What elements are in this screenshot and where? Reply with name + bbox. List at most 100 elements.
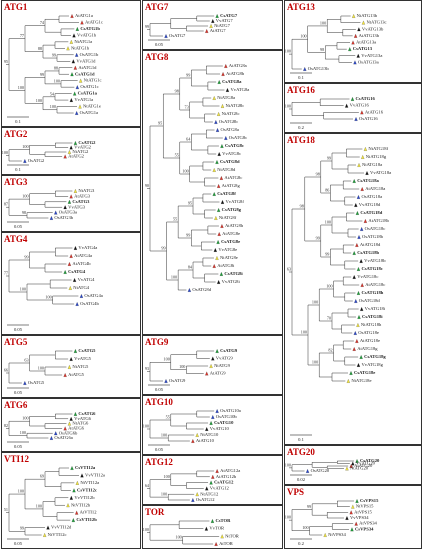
support-value: 99 — [145, 24, 149, 29]
support-value: 98 — [316, 171, 320, 176]
leaf-label: OsATG18d — [359, 298, 381, 303]
leaf-label: OsATG13b — [308, 66, 330, 71]
leaf-label: AtATG10 — [196, 438, 215, 443]
support-value: 55 — [175, 152, 179, 157]
leaf-label: CsATG1b — [80, 26, 100, 31]
leaf-label: NtVPS34 — [328, 532, 346, 537]
species-marker — [75, 480, 79, 485]
support-value: 88 — [38, 46, 42, 51]
support-value: 100 — [20, 430, 26, 435]
species-marker — [357, 234, 361, 239]
leaf-label: OsATG8c — [229, 135, 247, 140]
species-marker — [357, 314, 361, 319]
leaf-label: NtATG7 — [214, 23, 231, 28]
species-marker — [353, 60, 357, 65]
species-marker — [354, 521, 358, 526]
species-marker — [69, 194, 73, 199]
panel-frame — [1, 232, 141, 335]
species-marker — [216, 279, 221, 284]
leaf-label: CsATG18e — [354, 370, 375, 375]
species-marker — [360, 226, 364, 231]
panel-title: ATG16 — [287, 85, 315, 95]
leaf-label: OsATG1b — [80, 52, 99, 57]
leaf-label: OsATG3b — [54, 215, 73, 220]
panel-frame — [142, 0, 283, 50]
species-marker — [63, 269, 67, 274]
species-marker — [212, 191, 216, 196]
leaf-label: NtATG8a — [217, 95, 235, 100]
leaf-label: CsATG3 — [72, 199, 90, 204]
species-marker — [217, 79, 221, 84]
leaf-label: VvATG1a — [74, 97, 93, 102]
leaf-label: AtATG4b — [72, 261, 91, 266]
species-marker — [212, 263, 216, 268]
leaf-label: VvATG3 — [68, 204, 86, 209]
support-value: 98 — [320, 47, 324, 52]
support-value: 100 — [285, 515, 291, 520]
species-marker — [209, 23, 213, 28]
leaf-label: AtATG3 — [74, 193, 91, 198]
leaf-label: CsATG7 — [220, 13, 238, 18]
species-marker — [212, 167, 216, 172]
species-marker — [54, 210, 58, 215]
leaf-label: VvATG20 — [356, 461, 376, 466]
species-marker — [221, 71, 225, 76]
species-marker — [213, 247, 217, 252]
species-marker — [73, 348, 78, 353]
species-marker — [217, 151, 221, 156]
leaf-label: AtVPS34 — [359, 521, 377, 526]
species-marker — [72, 488, 76, 493]
leaf-label: OsATG8b — [219, 119, 238, 124]
support-value: 99 — [52, 53, 56, 58]
leaf-label: AtATG4a — [74, 253, 92, 258]
species-marker — [205, 426, 209, 431]
support-value: 99 — [325, 251, 329, 256]
support-value: 100 — [161, 492, 167, 497]
support-value: 100 — [312, 359, 318, 364]
scale-label: 0.1 — [298, 437, 304, 442]
species-marker — [49, 435, 54, 440]
leaf-label: AtATG13a — [356, 40, 376, 45]
leaf-label: VvTOR — [209, 526, 225, 531]
leaf-label: CsATG18g — [364, 354, 386, 359]
support-value: 100 — [164, 474, 170, 479]
support-value: 100 — [285, 49, 291, 54]
support-value: 100 — [312, 299, 318, 304]
leaf-label: AtATG18b — [368, 218, 389, 223]
leaf-label: VvATG13a — [361, 53, 382, 58]
species-marker — [357, 162, 361, 167]
panel-title: ATG12 — [145, 457, 173, 467]
leaf-label: AtATG8b — [226, 71, 245, 76]
leaf-label: NtVTI12b — [71, 502, 91, 507]
species-marker — [69, 495, 73, 500]
support-value: 100 — [22, 416, 28, 421]
leaf-label: AtATG18a — [365, 186, 385, 191]
species-marker — [215, 159, 219, 164]
leaf-label: CsATG18d — [360, 210, 382, 215]
species-marker — [75, 52, 79, 57]
leaf-label: AtATG12a — [220, 468, 240, 473]
species-marker — [187, 287, 192, 292]
leaf-label: CsATG18c — [361, 266, 382, 271]
leaf-label: NtATG1b — [71, 45, 90, 50]
leaf-label: VvATG18b — [364, 258, 386, 263]
species-marker — [191, 438, 195, 443]
leaf-label: CsVPS15 — [360, 498, 379, 503]
species-marker — [323, 532, 327, 537]
leaf-label: CsATG10 — [214, 420, 234, 425]
leaf-label: VvATG16 — [350, 103, 370, 108]
leaf-label: NtATG18e — [351, 378, 371, 383]
support-value: 98 — [300, 203, 304, 208]
support-value: 88 — [54, 65, 58, 70]
panel-title: VTI12 — [4, 454, 30, 464]
leaf-label: VvATG8a — [230, 87, 249, 92]
panel-frame — [284, 83, 422, 133]
leaf-label: NtATG20 — [350, 466, 369, 471]
species-marker — [349, 370, 353, 375]
leaf-label: VvATG4a — [78, 245, 97, 250]
species-marker — [79, 78, 83, 83]
leaf-label: CsVTI12a — [75, 465, 96, 470]
leaf-label: AtATG18c — [365, 282, 385, 287]
panel-title: ATG4 — [4, 234, 28, 244]
species-marker — [348, 47, 352, 52]
